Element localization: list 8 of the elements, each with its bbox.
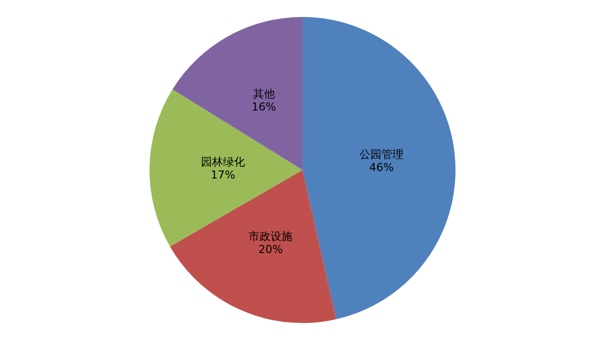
- data-label: 16%: [252, 100, 276, 114]
- slice-label: 其他: [252, 88, 275, 101]
- data-label: 46%: [369, 161, 394, 174]
- slice-label: 公园管理: [360, 148, 404, 162]
- data-label: 17%: [210, 168, 236, 182]
- slice-label: 市政设施: [248, 230, 293, 243]
- slice-label: 园林绿化: [201, 156, 246, 169]
- data-label: 20%: [258, 242, 283, 256]
